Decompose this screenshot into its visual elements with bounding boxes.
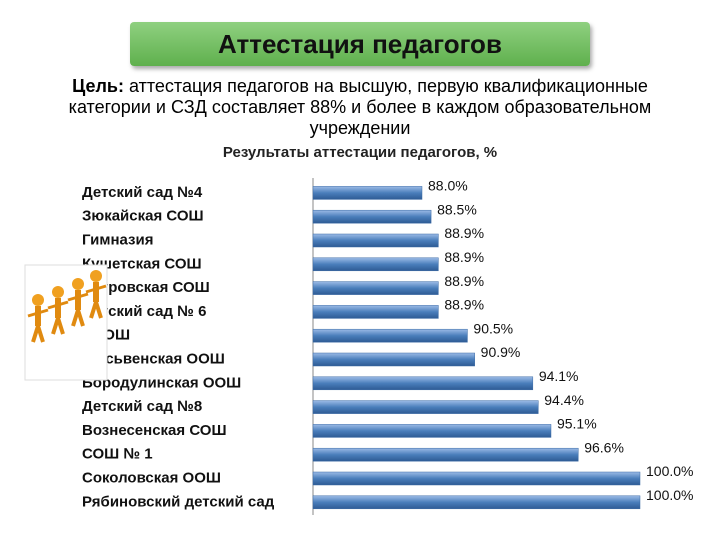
person-leg [76, 309, 85, 327]
bar [312, 305, 439, 319]
bar [312, 447, 579, 462]
value-label: 94.4% [544, 392, 584, 408]
category-label: Гимназия [82, 231, 153, 248]
goal-label: Цель: [72, 76, 124, 96]
bar [312, 186, 423, 200]
category-label: Рябиновский детский сад [82, 493, 275, 510]
category-label: Соколовская ООШ [82, 469, 221, 486]
bar [312, 209, 432, 224]
bar [312, 328, 468, 343]
bar [312, 233, 439, 248]
value-label: 88.9% [444, 225, 484, 241]
value-label: 88.5% [437, 201, 477, 217]
person-head [90, 270, 102, 282]
value-label: 95.1% [557, 416, 597, 432]
category-label: Детский сад №8 [82, 398, 202, 415]
category-label: СОШ № 1 [82, 446, 153, 463]
category-label: Детский сад № 6 [82, 303, 206, 320]
value-label: 88.9% [444, 297, 484, 313]
category-label: Детский сад №4 [82, 184, 203, 201]
bar [312, 400, 539, 414]
person-leg [36, 325, 45, 343]
person-arm [67, 292, 89, 302]
person-head [72, 278, 84, 290]
person-head [52, 286, 64, 298]
category-label: Бородулинская ООШ [82, 374, 241, 391]
value-label: 100.0% [646, 487, 693, 503]
value-label: 96.6% [584, 439, 624, 455]
value-label: 94.1% [539, 368, 579, 384]
goal-text: аттестация педагогов на высшую, первую к… [68, 76, 652, 138]
value-label: 90.5% [473, 320, 513, 336]
category-label: Зюкайская СОШ [82, 208, 204, 225]
slide-title: Аттестация педагогов [130, 22, 590, 66]
value-label: 88.0% [428, 178, 468, 194]
bar [312, 376, 534, 391]
value-label: 88.9% [444, 249, 484, 265]
bar [312, 257, 439, 272]
category-label: Кушетская СОШ [82, 255, 202, 272]
bar [312, 424, 552, 438]
person-arm [85, 284, 107, 294]
category-label: Лысьвенская ООШ [82, 350, 225, 367]
person-leg [56, 317, 65, 335]
value-label: 90.9% [481, 344, 521, 360]
goal: Цель: аттестация педагогов на высшую, пе… [30, 76, 690, 139]
value-label: 100.0% [646, 463, 693, 479]
chart-title: Результаты аттестации педагогов, % [223, 144, 497, 161]
bar [312, 471, 641, 486]
bar [312, 281, 439, 295]
person-arm [27, 308, 49, 318]
category-label: Петровская СОШ [82, 279, 210, 296]
illustration [24, 264, 108, 381]
bar [312, 495, 641, 510]
person-head [32, 294, 44, 306]
bar [312, 352, 475, 367]
person-arm [47, 300, 69, 310]
category-label: Вознесенская СОШ [82, 422, 227, 439]
value-label: 88.9% [444, 273, 484, 289]
person-leg [94, 301, 103, 319]
